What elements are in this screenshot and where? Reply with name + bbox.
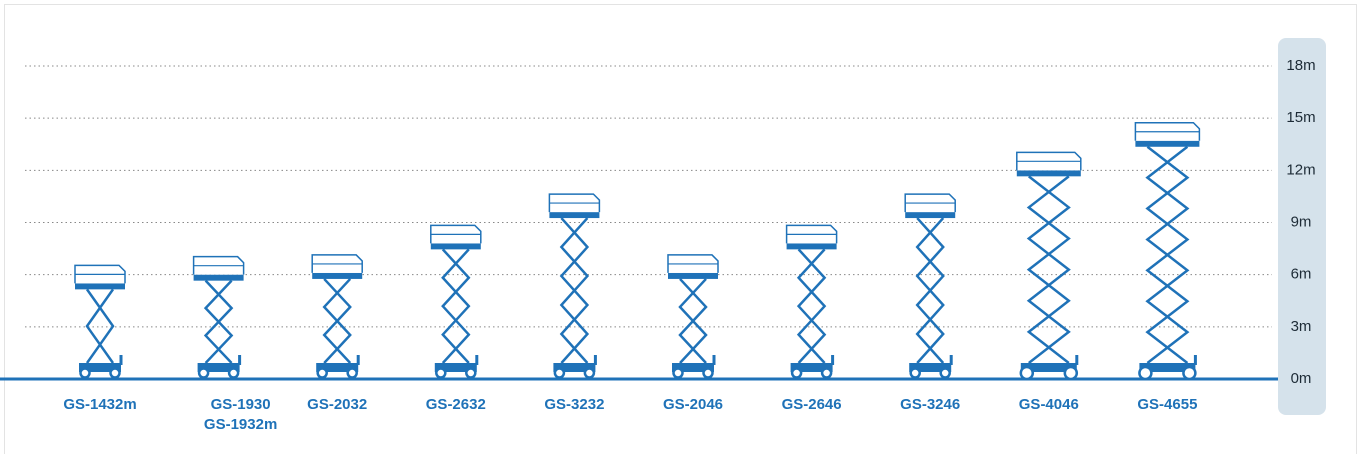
lift-wheel	[197, 367, 210, 379]
y-tick-label: 6m	[1291, 266, 1312, 283]
lift-arm	[1026, 175, 1071, 364]
y-tick-label: 18m	[1286, 57, 1315, 74]
lift	[311, 254, 363, 379]
lift-base	[553, 363, 596, 372]
lift-deck	[1016, 170, 1081, 177]
lift	[904, 193, 956, 379]
lift-wheel	[109, 367, 121, 379]
lift	[430, 224, 482, 379]
y-tick-label: 0m	[1291, 370, 1312, 387]
x-tick-label: GS-1932m	[204, 416, 277, 433]
x-tick-label: GS-4655	[1137, 396, 1197, 413]
frame	[4, 4, 1357, 454]
lift-arm	[1145, 145, 1190, 364]
lift-arm	[441, 248, 471, 364]
lift	[192, 255, 245, 379]
lift-wheel	[1182, 365, 1197, 381]
lift-wheel	[583, 367, 596, 379]
lift	[74, 264, 126, 379]
lift-deck	[75, 283, 125, 290]
x-tick-label: GS-2632	[426, 396, 486, 413]
lift-base	[1020, 363, 1077, 372]
y-tick-label: 12m	[1286, 161, 1315, 178]
lift-arm	[915, 217, 945, 364]
lift-wheel	[1019, 365, 1035, 381]
lift-wheel	[672, 367, 684, 379]
lift-base	[909, 363, 952, 372]
lift-arm	[796, 248, 827, 364]
lift-deck	[193, 274, 244, 281]
lift-wheel	[939, 367, 951, 379]
x-tick-label: GS-2032	[307, 396, 367, 413]
lift-wheel	[79, 367, 91, 379]
lift-deck	[549, 212, 600, 219]
lift-arm	[678, 278, 708, 364]
x-tick-label: GS-1432m	[63, 396, 136, 413]
x-tick-label: GS-2046	[663, 396, 723, 413]
lift-deck	[430, 243, 481, 250]
lift-arm	[1026, 175, 1071, 364]
lift-base	[1139, 363, 1196, 372]
x-tick-label: GS-3232	[544, 396, 604, 413]
y-tick-label: 9m	[1291, 213, 1312, 230]
x-tick-label: GS-2646	[782, 396, 842, 413]
lift-arm	[203, 279, 234, 364]
x-tick-label: GS-4046	[1019, 396, 1079, 413]
lift-wheel	[1063, 365, 1079, 381]
lift-wheel	[909, 367, 921, 379]
lift-base	[672, 363, 714, 372]
y-tick-label: 15m	[1286, 109, 1315, 126]
lift-base	[434, 363, 477, 372]
lift-wheel	[1138, 365, 1153, 381]
lift-arm	[796, 248, 827, 364]
lift-wheel	[227, 367, 240, 379]
x-tick-label: GS-1930	[211, 396, 271, 413]
lift	[1134, 122, 1201, 381]
lift-arm	[85, 288, 115, 364]
lift-arm	[559, 217, 590, 364]
lift	[548, 193, 601, 379]
lift-arm	[85, 288, 115, 364]
lift-wheel	[465, 367, 477, 379]
lift	[667, 254, 719, 379]
lift-deck	[905, 212, 956, 219]
lift-wheel	[346, 367, 358, 379]
lift-wheel	[702, 367, 714, 379]
lift	[785, 224, 838, 379]
lift-base	[316, 363, 359, 372]
lift-wheel	[790, 367, 803, 379]
lift-wheel	[553, 367, 566, 379]
lift-arm	[322, 278, 352, 364]
lift-deck	[668, 272, 718, 279]
lift-base	[197, 363, 240, 372]
lift	[1016, 151, 1082, 381]
lift-deck	[786, 243, 837, 250]
y-tick-label: 3m	[1291, 318, 1312, 335]
lift-deck	[312, 272, 363, 279]
x-tick-label: GS-3246	[900, 396, 960, 413]
axis-panel	[1278, 38, 1326, 415]
lift-wheel	[820, 367, 833, 379]
lift-base	[790, 363, 833, 372]
lift-arm	[441, 248, 471, 364]
lift-wheel	[435, 367, 447, 379]
lift-deck	[1135, 140, 1200, 147]
lift-base	[79, 363, 121, 372]
lift-wheel	[316, 367, 328, 379]
